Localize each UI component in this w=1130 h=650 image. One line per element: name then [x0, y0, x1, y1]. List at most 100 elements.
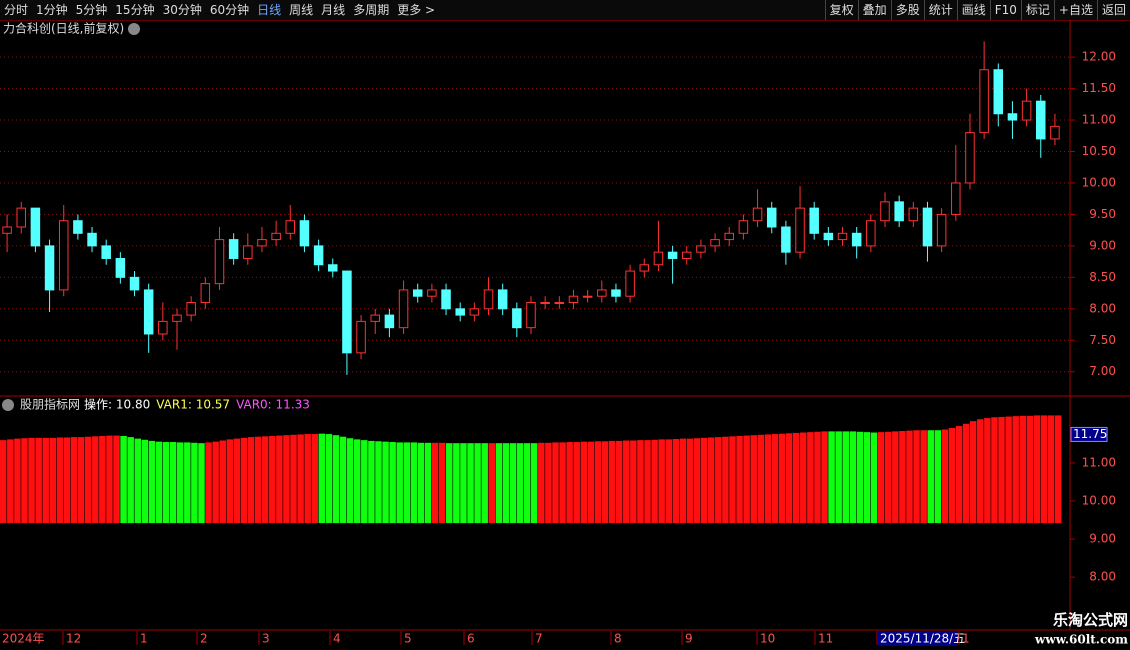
indicator-bar: [736, 435, 743, 524]
period-tab[interactable]: 多周期: [353, 3, 390, 17]
indicator-bar: [814, 431, 821, 524]
indicator-bar: [474, 443, 481, 524]
candle-body: [455, 308, 465, 316]
candle-body: [795, 207, 805, 253]
indicator-bar: [538, 442, 545, 524]
period-tab[interactable]: 60分钟: [209, 3, 250, 17]
candle-body: [44, 245, 55, 291]
candle-body: [752, 207, 763, 222]
indicator-bar: [467, 443, 474, 524]
indicator-bar: [807, 432, 814, 524]
tool-button[interactable]: 多股: [890, 0, 924, 20]
indicator-bar: [354, 439, 361, 524]
tool-buttons: 复权 叠加 多股 统计 画线 F10 标记 +自选 返回: [824, 0, 1130, 20]
candle-body: [653, 251, 664, 266]
indicator-bar: [1026, 415, 1034, 524]
indicator-bar: [438, 442, 446, 524]
indicator-bar: [962, 423, 970, 524]
indicator-bar: [785, 433, 793, 524]
period-tab[interactable]: 5分钟: [75, 3, 108, 17]
y-tick-label: 10.00: [1082, 494, 1116, 508]
indicator-bar: [99, 435, 106, 524]
indicator-bar: [601, 441, 609, 524]
indicator-bar: [750, 435, 757, 524]
watermark-name: 乐淘公式网: [1053, 611, 1128, 629]
period-tab[interactable]: 周线: [289, 3, 314, 17]
tool-button[interactable]: 画线: [956, 0, 990, 20]
time-label: 9: [685, 632, 693, 646]
current-value: 11.75: [1073, 427, 1107, 441]
candle-body: [809, 207, 819, 234]
candle-body: [625, 270, 635, 297]
indicator-bar: [700, 437, 708, 524]
tool-button[interactable]: 叠加: [857, 0, 891, 20]
indicator-bar: [318, 433, 326, 524]
indicator-legend: VAR1: 10.57: [156, 398, 230, 412]
y-tick-label: 11.00: [1082, 455, 1116, 469]
y-tick-label: 7.50: [1089, 333, 1116, 347]
tool-button[interactable]: 标记: [1020, 0, 1054, 20]
indicator-bar: [516, 443, 524, 524]
indicator-bar: [686, 438, 694, 524]
indicator-bar: [226, 439, 234, 524]
indicator-bar: [920, 430, 927, 524]
indicator-bar: [460, 443, 467, 524]
indicator-bar: [276, 435, 283, 524]
tool-button[interactable]: +自选: [1053, 0, 1097, 20]
indicator-bar: [184, 442, 191, 524]
indicator-bar: [828, 431, 835, 524]
period-tab[interactable]: 月线: [321, 3, 346, 17]
time-label: 4: [333, 632, 341, 646]
indicator-bar: [162, 442, 170, 524]
current-value-box: [1070, 426, 1108, 442]
indicator-bar: [509, 443, 517, 524]
indicator-bar: [1040, 415, 1048, 524]
tool-button[interactable]: 复权: [824, 0, 858, 20]
candle-body: [441, 289, 451, 310]
indicator-bar: [991, 417, 998, 524]
indicator-bar: [722, 436, 729, 524]
indicator-bar: [672, 438, 680, 524]
period-tab[interactable]: 日线: [257, 3, 282, 17]
indicator-bar: [495, 443, 503, 524]
dropdown-icon[interactable]: [128, 23, 140, 35]
tool-button[interactable]: 统计: [923, 0, 957, 20]
candle-body: [1007, 113, 1018, 121]
candle-body: [2, 226, 12, 234]
time-label: 11: [818, 632, 833, 646]
indicator-bar: [389, 442, 396, 524]
period-tab[interactable]: 15分钟: [115, 3, 155, 17]
tool-button[interactable]: F10: [989, 0, 1021, 20]
time-label: 6: [467, 632, 475, 646]
period-tab[interactable]: 更多 >: [397, 3, 436, 17]
candle-body: [243, 245, 253, 259]
time-label: 1: [140, 632, 148, 646]
period-tab[interactable]: 30分钟: [162, 3, 202, 17]
candle-body: [398, 289, 409, 329]
y-tick-label: 8.50: [1089, 270, 1116, 284]
indicator-bar: [42, 437, 49, 524]
y-tick-label: 11.00: [1082, 113, 1116, 127]
candle-body: [568, 295, 579, 304]
indicator-bar: [566, 442, 573, 524]
indicator-name: 股朋指标网: [20, 397, 80, 412]
dropdown-icon[interactable]: [2, 399, 14, 411]
y-tick-label: 12.00: [1082, 50, 1116, 64]
candle-body: [951, 182, 961, 215]
indicator-bar: [1005, 416, 1012, 524]
candle-body: [851, 232, 862, 247]
indicator-bar: [573, 442, 580, 524]
tool-button[interactable]: 返回: [1096, 0, 1130, 20]
indicator-bar: [892, 431, 899, 524]
indicator-bar: [885, 431, 892, 524]
indicator-bar: [651, 439, 658, 524]
period-tab[interactable]: 1分钟: [36, 3, 68, 17]
candle-body: [299, 220, 310, 247]
indicator-bar: [106, 435, 113, 524]
indicator-bar: [304, 434, 311, 524]
period-tab[interactable]: 分时: [4, 3, 29, 17]
indicator-bar: [1054, 415, 1062, 524]
indicator-bar: [849, 431, 857, 524]
candle-body: [611, 289, 621, 297]
candle-body: [342, 270, 352, 354]
